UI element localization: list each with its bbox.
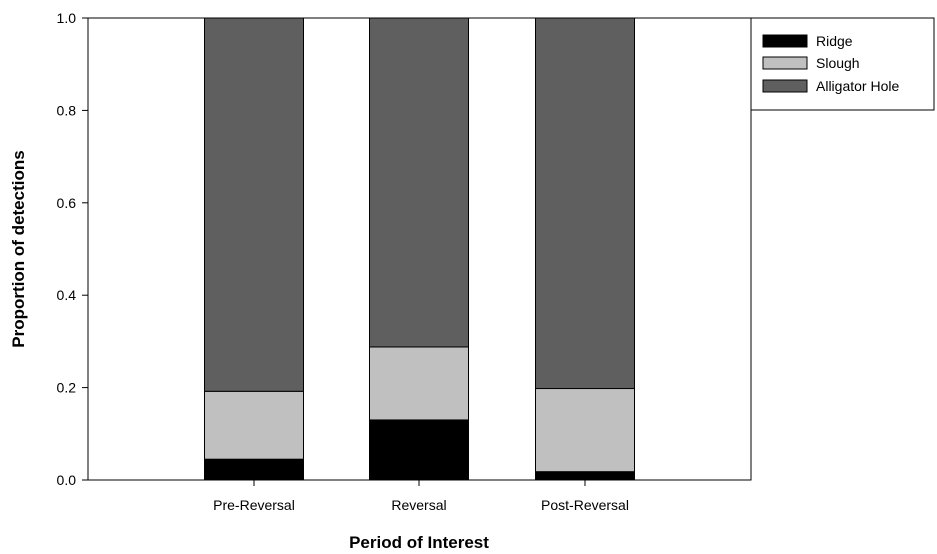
x-axis-title: Period of Interest — [349, 533, 489, 552]
bar-alligator-hole-1 — [369, 17, 469, 348]
x-tick-label: Post-Reversal — [541, 497, 629, 513]
bar-slough-1 — [369, 346, 469, 421]
legend: Ridge Slough Alligator Hole — [750, 17, 935, 111]
x-tick-label: Reversal — [391, 497, 446, 513]
legend-label-ridge: Ridge — [816, 33, 853, 49]
legend-swatch-alligator-hole — [762, 79, 808, 93]
y-tick-label: 0.4 — [57, 287, 77, 303]
legend-label-slough: Slough — [816, 55, 860, 71]
bar-slough-0 — [204, 390, 304, 460]
legend-swatch-ridge — [762, 34, 808, 48]
y-tick-label: 0.2 — [57, 380, 77, 396]
bar-alligator-hole-2 — [535, 17, 635, 390]
bar-ridge-2 — [535, 471, 635, 481]
x-axis: Pre-Reversal Reversal Post-Reversal — [213, 480, 629, 513]
y-tick-label: 0.6 — [57, 195, 77, 211]
bar-ridge-1 — [369, 419, 469, 481]
bars-group — [204, 17, 635, 481]
bar-slough-2 — [535, 388, 635, 473]
y-axis: 0.0 0.2 0.4 0.6 0.8 1.0 — [57, 10, 88, 488]
y-axis-title: Proportion of detections — [9, 150, 28, 347]
x-tick-label: Pre-Reversal — [213, 497, 295, 513]
y-tick-label: 1.0 — [57, 10, 77, 26]
y-tick-label: 0.0 — [57, 472, 77, 488]
legend-label-alligator-hole: Alligator Hole — [816, 78, 899, 94]
bar-ridge-0 — [204, 458, 304, 481]
legend-swatch-slough — [762, 56, 808, 70]
bar-alligator-hole-0 — [204, 17, 304, 392]
y-tick-label: 0.8 — [57, 102, 77, 118]
